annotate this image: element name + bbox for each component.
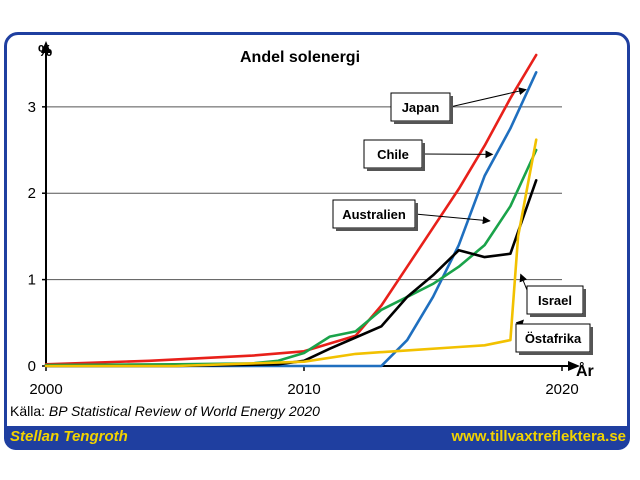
annotation-shadow [583,289,586,317]
annotation-label-australien: Australien [342,207,406,222]
annotation-shadow [530,314,586,317]
annotation-box [390,92,451,122]
chart-frame [4,32,630,450]
annotation-shadow [336,228,418,231]
series-line-östafrika [44,138,538,368]
annotation-arrow [519,273,528,291]
footer-author: Stellan Tengroth [10,428,128,445]
annotation-label-chile: Chile [377,147,409,162]
annotation-label-östafrika: Östafrika [525,331,582,346]
annotation-label-japan: Japan [402,100,440,115]
x-axis-label: År [576,361,594,380]
source-note: Källa: BP Statistical Review of World En… [10,403,320,419]
series-line-israel [44,179,538,368]
annotation-shadow [422,143,425,171]
y-tick-label: 1 [28,272,36,289]
x-tick-label: 2020 [545,381,578,398]
series-line-japan [44,53,538,366]
x-tick-label: 2010 [287,381,320,398]
annotation-box [515,323,591,353]
annotation-box [332,199,416,229]
annotation-shadow [450,96,453,124]
annotation-box [526,285,584,315]
annotation-shadow [394,121,453,124]
y-tick-label: 0 [28,358,36,375]
y-axis-arrow [41,41,51,53]
x-tick-label: 2000 [29,381,62,398]
series-line-chile [44,71,538,368]
annotation-label-israel: Israel [538,293,572,308]
annotation-shadow [519,352,593,355]
footer-bar [4,426,630,450]
annotation-shadow [415,203,418,231]
annotation-shadow [590,327,593,355]
y-tick-label: 3 [28,99,36,116]
annotation-arrow [414,213,491,225]
source-prefix: Källa: [10,403,49,419]
annotation-shadow [367,168,425,171]
chart-title: Andel solenergi [240,49,360,66]
source-text: BP Statistical Review of World Energy 20… [48,403,320,419]
footer-site-link[interactable]: www.tillvaxtreflektera.se [451,428,626,445]
annotation-arrow [449,87,527,108]
x-axis-arrow [568,361,580,371]
y-tick-label: 2 [28,185,36,202]
